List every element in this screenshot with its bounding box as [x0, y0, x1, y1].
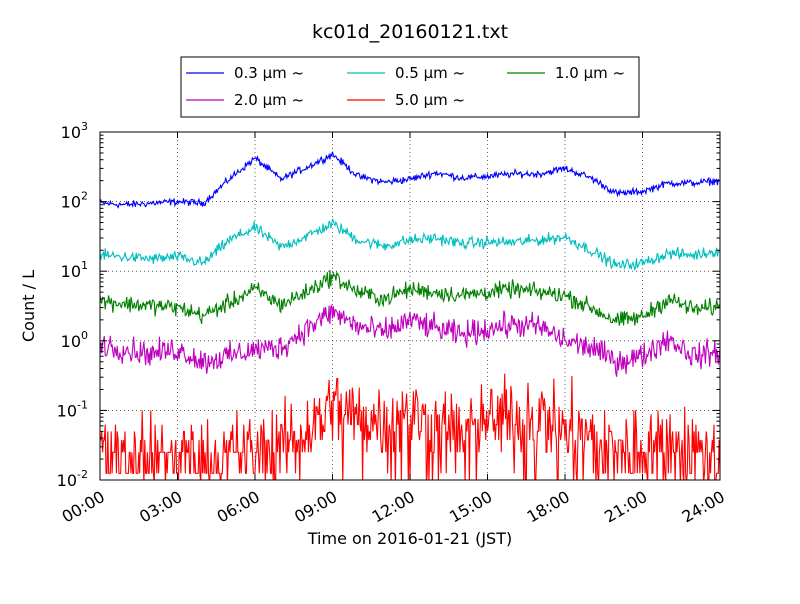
x-tick-label: 06:00 — [214, 487, 263, 527]
legend-label: 1.0 μm ~ — [555, 64, 625, 82]
series-line — [100, 151, 720, 209]
series-line — [100, 303, 720, 377]
x-tick-label: 03:00 — [136, 487, 185, 527]
legend-box — [180, 56, 640, 118]
x-tick-label: 12:00 — [369, 487, 418, 527]
x-tick-label: 00:00 — [59, 487, 108, 527]
x-axis-label: Time on 2016-01-21 (JST) — [307, 529, 512, 548]
x-tick-label: 21:00 — [601, 487, 650, 527]
x-tick-label: 24:00 — [679, 487, 728, 527]
series-line — [100, 373, 720, 480]
x-tick-label: 18:00 — [524, 487, 573, 527]
y-tick-label: 10-1 — [57, 398, 88, 420]
y-tick-label: 103 — [61, 120, 88, 142]
series-line — [100, 269, 720, 326]
legend-label: 0.5 μm ~ — [395, 64, 465, 82]
legend-label: 5.0 μm ~ — [395, 91, 465, 109]
legend-label: 0.3 μm ~ — [234, 64, 304, 82]
y-tick-label: 10-2 — [57, 468, 88, 490]
y-tick-label: 101 — [61, 259, 88, 281]
y-tick-label: 102 — [61, 190, 88, 212]
chart-title: kc01d_20160121.txt — [312, 21, 508, 43]
x-tick-label: 15:00 — [446, 487, 495, 527]
series-line — [100, 217, 720, 271]
legend: 0.3 μm ~ 0.5 μm ~ 1.0 μm ~ 2.0 μm ~ 5.0 μm ~ — [180, 56, 640, 118]
plot-area: 00:00 03:00 06:00 09:00 12:00 15:00 18:00 21:00… — [57, 120, 728, 527]
legend-label: 2.0 μm ~ — [234, 91, 304, 109]
x-tick-label: 09:00 — [291, 487, 340, 527]
y-tick-label: 100 — [61, 329, 88, 351]
y-axis-label: Count / L — [19, 270, 38, 342]
